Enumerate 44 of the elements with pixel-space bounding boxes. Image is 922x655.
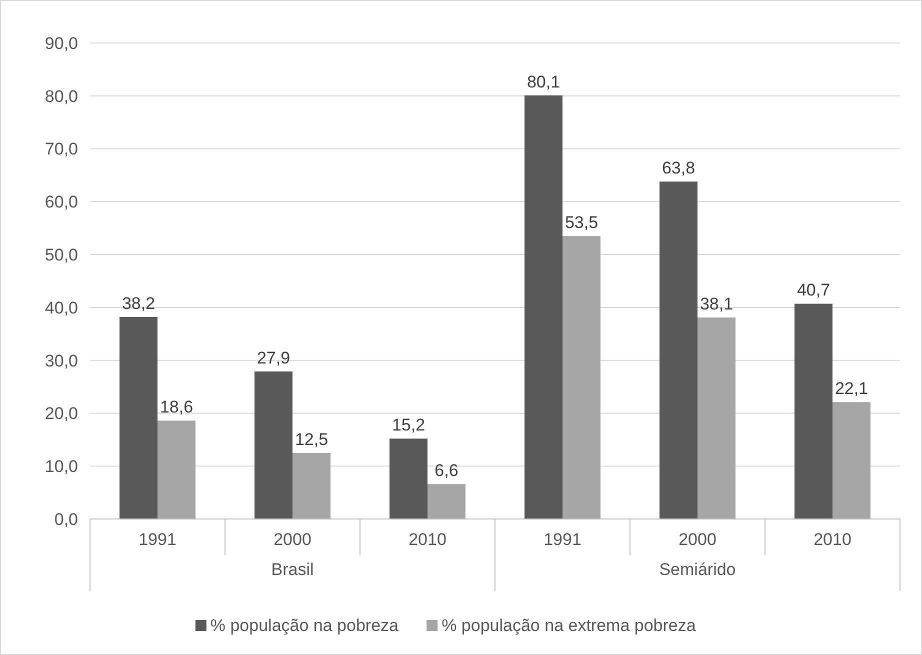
data-label: 27,9 [256, 348, 290, 368]
bar [390, 438, 428, 519]
x-tick-label: 2010 [408, 530, 446, 549]
y-tick-label: 0,0 [54, 510, 78, 529]
data-label: 22,1 [834, 379, 868, 398]
data-label: 38,2 [122, 294, 156, 313]
data-label: 6,6 [434, 461, 458, 480]
data-label: 53,5 [564, 213, 598, 232]
y-tick-label: 60,0 [44, 192, 78, 212]
data-label: 38,1 [700, 294, 734, 314]
y-tick-label: 50,0 [44, 246, 78, 265]
data-label: 80,1 [526, 72, 560, 92]
x-tick-label: 2010 [814, 530, 852, 549]
bar [524, 95, 562, 519]
data-label: 18,6 [160, 398, 194, 417]
x-tick-label: 1991 [544, 530, 582, 549]
legend-label: % população na extrema pobreza [442, 616, 696, 635]
bar [292, 452, 330, 519]
bar [832, 402, 870, 519]
y-tick-label: 30,0 [44, 351, 78, 370]
data-label: 63,8 [662, 158, 696, 178]
bar [698, 317, 736, 519]
bar [254, 371, 292, 519]
data-label: 40,7 [796, 280, 830, 300]
data-label: 15,2 [392, 416, 426, 435]
bar [428, 484, 466, 519]
bar [660, 182, 698, 519]
legend-label: % população na pobreza [210, 616, 400, 635]
y-tick-label: 90,0 [44, 34, 78, 53]
data-label: 12,5 [294, 430, 328, 449]
y-tick-label: 10,0 [44, 457, 78, 476]
x-tick-label: 1991 [138, 530, 176, 549]
text: Brasil [271, 560, 314, 579]
bar [158, 420, 196, 519]
text: Semiárido [659, 560, 736, 579]
x-tick-label: 2000 [678, 530, 716, 549]
y-tick-label: 70,0 [44, 140, 78, 159]
y-tick-label: 40,0 [44, 298, 78, 318]
x-tick-label: 2000 [274, 530, 312, 549]
bar [562, 236, 600, 519]
bar [120, 316, 158, 519]
bar [794, 304, 832, 519]
y-tick-label: 80,0 [44, 86, 78, 106]
y-tick-label: 20,0 [44, 404, 78, 424]
